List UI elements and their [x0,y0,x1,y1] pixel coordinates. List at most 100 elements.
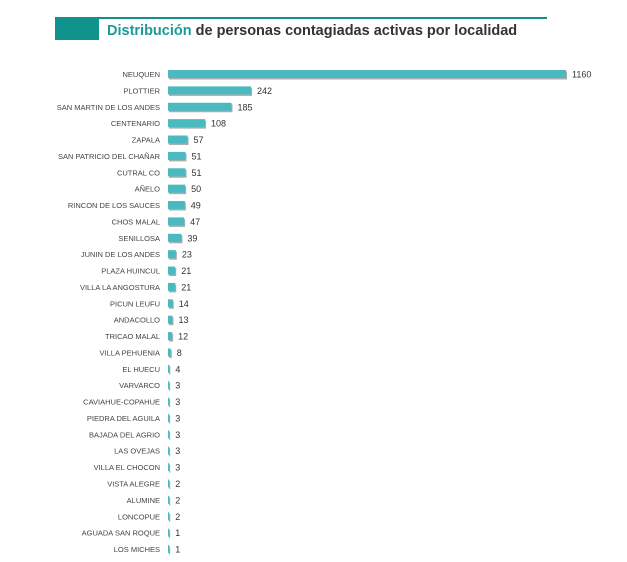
data-label: 21 [181,266,191,276]
bar [168,495,170,504]
bar-shadow [169,497,171,506]
bar-shadow [169,546,171,555]
category-label: PIEDRA DEL AGUILA [87,414,160,423]
bar [168,413,170,422]
data-label: 13 [178,315,188,325]
title-rule [55,17,547,19]
bar [168,364,170,373]
data-label: 2 [175,479,180,489]
category-label: PLAZA HUINCUL [101,267,160,276]
data-label: 51 [191,168,201,178]
data-label: 12 [178,332,188,342]
bar [168,233,182,242]
bar [168,463,170,472]
category-label: AGUADA SAN ROQUE [82,529,160,538]
data-label: 185 [237,102,252,112]
category-label: LOS MICHES [114,545,160,554]
category-label: ALUMINE [127,496,160,505]
bar-shadow [169,382,171,391]
category-label: TRICAO MALAL [105,332,160,341]
bar-shadow [169,431,171,440]
data-label: 242 [257,86,272,96]
category-label: VILLA LA ANGOSTURA [80,283,160,292]
data-label: 3 [175,446,180,456]
bar [168,299,173,308]
bar-shadow [169,448,171,457]
data-label: 51 [191,151,201,161]
bar [168,479,170,488]
data-label: 50 [191,184,201,194]
category-label: VISTA ALEGRE [107,480,160,489]
data-label: 3 [175,430,180,440]
bar-shadow [169,513,171,522]
bar [168,528,170,537]
data-label: 49 [191,201,201,211]
data-label: 1 [175,528,180,538]
bar [168,545,170,554]
category-label: RINCON DE LOS SAUCES [68,201,160,210]
data-label: 4 [175,364,180,374]
data-label: 21 [181,282,191,292]
category-label: NEUQUEN [122,70,160,79]
category-label: ZAPALA [132,136,160,145]
bar [168,430,170,439]
bar [168,250,176,259]
bar [168,184,186,193]
bar-shadow [169,530,171,539]
bar-shadow [169,464,171,473]
category-label: VILLA EL CHOCON [94,463,160,472]
category-label: PLOTTIER [123,86,160,95]
data-label: 3 [175,463,180,473]
data-label: 3 [175,397,180,407]
bar [168,266,176,275]
category-label: EL HUECU [122,365,160,374]
bar-shadow [169,399,171,408]
category-label: VILLA PEHUENIA [100,348,160,357]
bar [168,282,176,291]
bar [168,119,206,128]
bar [168,315,173,324]
category-label: CUTRAL CO [117,168,160,177]
data-label: 47 [190,217,200,227]
bar [168,151,186,160]
category-label: LONCOPUE [118,512,160,521]
bar [168,446,170,455]
bar-shadow [169,415,171,424]
category-label: AÑELO [135,185,161,194]
category-label: CENTENARIO [111,119,160,128]
data-label: 108 [211,119,226,129]
category-label: SAN MARTIN DE LOS ANDES [57,103,160,112]
bar [168,168,186,177]
bar-shadow [169,366,171,375]
chart-title: Distribución de personas contagiadas act… [107,23,517,39]
category-label: SENILLOSA [118,234,160,243]
data-label: 57 [194,135,204,145]
bar [168,102,232,111]
data-label: 2 [175,512,180,522]
data-label: 3 [175,381,180,391]
bar [168,217,185,226]
category-label: JUNIN DE LOS ANDES [81,250,160,259]
category-label: CAVIAHUE-COPAHUE [83,398,160,407]
bar [168,348,171,357]
bar [168,86,252,95]
title-rest: de personas contagiadas activas por loca… [191,23,518,39]
bar [168,332,173,341]
bar [168,512,170,521]
title-highlight: Distribución [107,23,192,39]
data-label: 3 [175,413,180,423]
bar [168,397,170,406]
category-label: BAJADA DEL AGRIO [89,430,160,439]
bar-shadow [169,481,171,489]
category-label: PICUN LEUFU [110,299,160,308]
data-label: 1 [175,545,180,555]
data-label: 23 [182,250,192,260]
category-label: VARVARCO [119,381,160,390]
bar [168,135,188,144]
bar [168,70,566,78]
category-label: SAN PATRICIO DEL CHAÑAR [58,152,161,161]
bar [168,381,170,390]
data-label: 39 [187,233,197,243]
category-label: CHOS MALAL [112,217,160,226]
